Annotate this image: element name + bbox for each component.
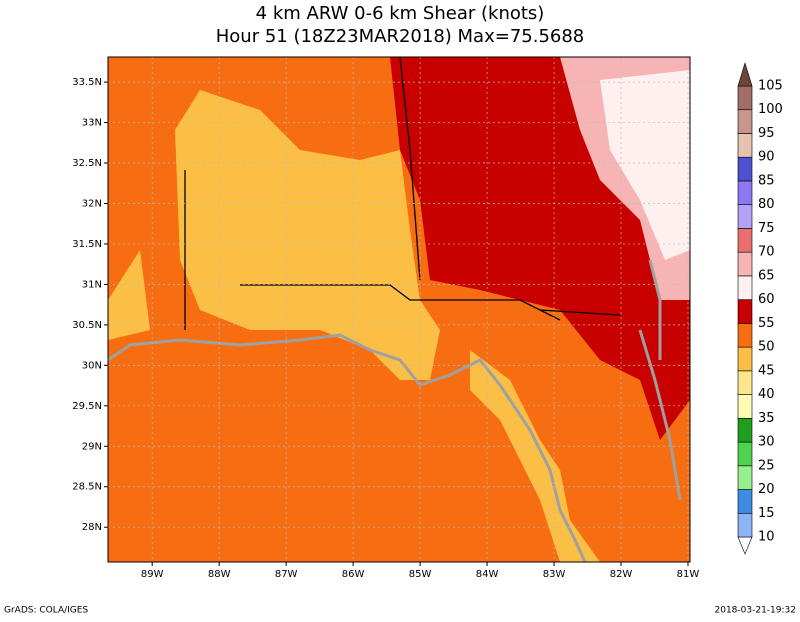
colorbar-box xyxy=(737,489,753,514)
plot-frame xyxy=(107,56,691,563)
subtitle: Hour 51 (18Z23MAR2018) Max=75.5688 xyxy=(216,26,585,47)
footer-left: GrADS: COLA/IGES xyxy=(4,606,88,616)
colorbar-label: 50 xyxy=(758,340,775,355)
colorbar-box xyxy=(737,204,753,229)
y-tick-label: 33N xyxy=(82,118,102,129)
colorbar-label: 80 xyxy=(758,197,775,212)
field-yellow-coast xyxy=(470,350,600,562)
x-tick-label: 89W xyxy=(141,569,164,580)
y-tick-label: 28N xyxy=(82,522,102,533)
y-tick-label: 30N xyxy=(82,360,102,371)
y-tick-label: 32N xyxy=(82,198,102,209)
colorbar-label: 45 xyxy=(758,363,775,378)
y-tick-label: 30.5N xyxy=(72,320,102,331)
colorbar-label: 65 xyxy=(758,268,775,283)
x-tick-label: 86W xyxy=(342,569,365,580)
y-tick-label: 32.5N xyxy=(72,158,102,169)
colorbar-label: 85 xyxy=(758,173,775,188)
coastline xyxy=(108,259,682,562)
colorbar-box xyxy=(737,346,753,372)
colorbar-label: 90 xyxy=(758,150,775,165)
colorbar-box xyxy=(737,156,753,182)
x-tick-label: 83W xyxy=(543,569,566,580)
field-yellow xyxy=(175,90,440,380)
y-tick-label: 28.5N xyxy=(72,482,102,493)
colorbar-label: 25 xyxy=(758,458,775,473)
colorbar: 10 15 20 25 30 35 40 45 50 55 60 65 70 75 80 85 90 95 100 1… xyxy=(737,61,783,555)
y-tick-label: 33.5N xyxy=(72,77,102,88)
x-tick-label: 84W xyxy=(476,569,499,580)
colorbar-end xyxy=(737,61,753,87)
colorbar-label: 105 xyxy=(758,79,783,94)
colorbar-label: 35 xyxy=(758,411,775,426)
colorbar-label: 70 xyxy=(758,245,775,260)
colorbar-label: 40 xyxy=(758,387,775,402)
x-tick-label: 85W xyxy=(409,569,432,580)
colorbar-label: 10 xyxy=(758,530,775,545)
colorbar-box xyxy=(737,394,753,419)
y-tick-label: 29.5N xyxy=(72,401,102,412)
x-tick-label: 81W xyxy=(677,569,700,580)
colorbar-box xyxy=(737,418,753,443)
colorbar-label: 95 xyxy=(758,126,775,141)
axes: 89W 88W 87W 86W 85W 84W 83W 82W 81W 28N 28.5N 29N 29… xyxy=(72,57,699,580)
colorbar-label: 100 xyxy=(758,102,783,117)
colorbar-label: 75 xyxy=(758,221,775,236)
field-white xyxy=(600,70,690,260)
colorbar-box xyxy=(737,133,753,158)
colorbar-label: 15 xyxy=(758,506,775,521)
colorbar-box xyxy=(737,323,753,348)
colorbar-label: 55 xyxy=(758,316,775,331)
x-tick-label: 87W xyxy=(275,569,298,580)
colorbar-box xyxy=(737,85,753,111)
title: 4 km ARW 0-6 km Shear (knots) xyxy=(256,3,545,24)
colorbar-box xyxy=(737,465,753,490)
colorbar-box xyxy=(737,180,753,205)
colorbar-label: 30 xyxy=(758,435,775,450)
colorbar-box xyxy=(737,512,753,538)
colorbar-box xyxy=(737,299,753,324)
y-tick-label: 31N xyxy=(82,279,102,290)
x-tick-label: 88W xyxy=(208,569,231,580)
colorbar-label: 20 xyxy=(758,482,775,497)
y-tick-label: 29N xyxy=(82,441,102,452)
y-tick-label: 31.5N xyxy=(72,239,102,250)
colorbar-box xyxy=(737,441,753,467)
colorbar-box xyxy=(737,109,753,134)
colorbar-label: 60 xyxy=(758,292,775,307)
colorbar-box xyxy=(737,251,753,277)
shear-field xyxy=(108,57,690,562)
colorbar-box xyxy=(737,370,753,395)
colorbar-end xyxy=(737,536,753,555)
colorbar-box xyxy=(737,275,753,300)
footer-right: 2018-03-21-19:32 xyxy=(715,606,797,616)
colorbar-box xyxy=(737,228,753,253)
state-borders xyxy=(184,57,621,330)
x-tick-label: 82W xyxy=(610,569,633,580)
field-yellow-west xyxy=(108,250,150,340)
